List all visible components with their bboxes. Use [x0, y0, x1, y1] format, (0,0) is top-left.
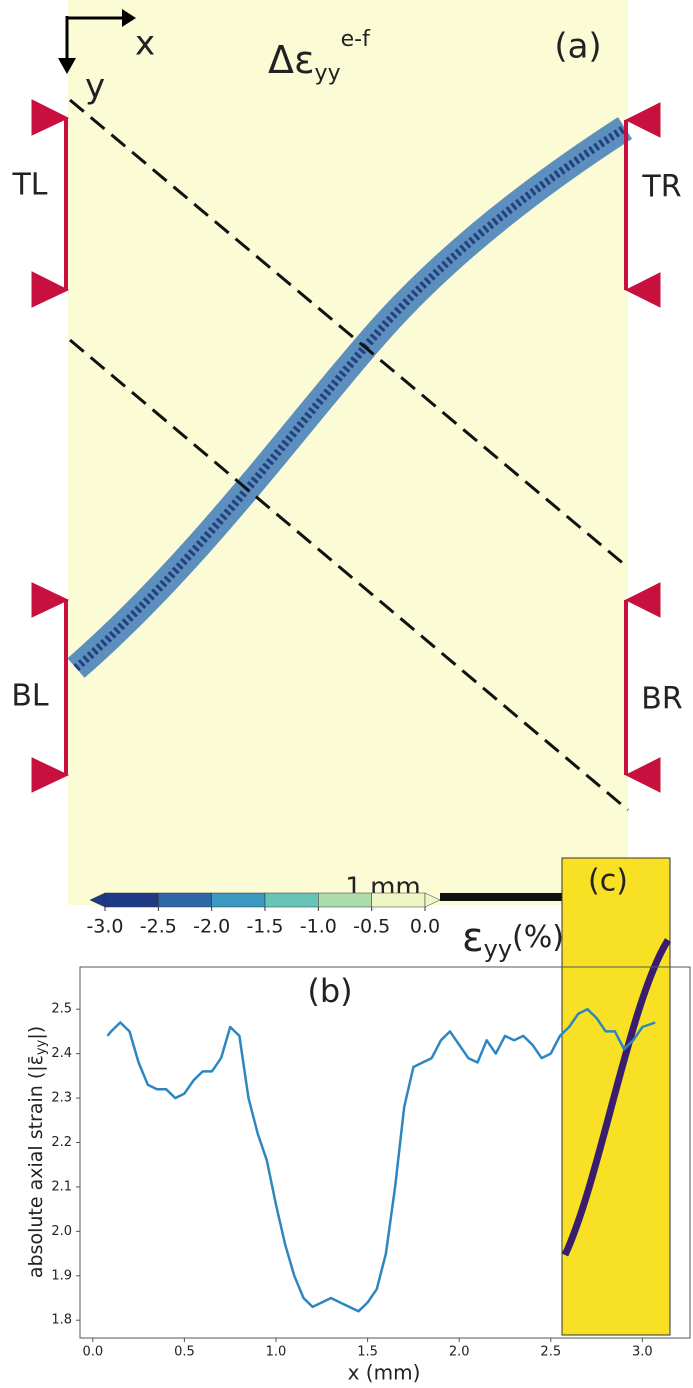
y-tick-label: 2.5 [51, 1002, 72, 1017]
colorbar-tick-label: -0.5 [353, 916, 390, 938]
axis-y-label: y [85, 67, 105, 107]
colorbar-segment [158, 893, 211, 907]
inset-label: (c) [588, 864, 628, 899]
x-tick-label: 3.0 [632, 1345, 653, 1360]
y-axis-label-end: |) [25, 1026, 47, 1040]
x-tick-label: 2.5 [540, 1345, 561, 1360]
colorbar-tick-label: -1.5 [246, 916, 283, 938]
marker-label: BR [641, 682, 682, 717]
x-tick-label: 0.0 [82, 1345, 103, 1360]
panel-label: (b) [307, 972, 352, 1010]
axis-x-label: x [135, 24, 155, 64]
colorbar-segment [212, 893, 265, 907]
figure: x y Δεyye-f (a) TL TR BL BR 1 mm εyy(%) … [0, 0, 693, 1388]
colorbar-tick-label: 0.0 [410, 916, 440, 938]
colorbar-tick-label: -2.5 [140, 916, 177, 938]
y-tick-label: 1.9 [51, 1268, 72, 1283]
marker-label: BL [11, 679, 49, 714]
x-tick-label: 0.5 [174, 1345, 195, 1360]
x-tick-label: 1.5 [357, 1345, 378, 1360]
y-axis-label-main: absolute axial strain (|ε̄ [25, 1055, 47, 1278]
colorbar-segment [372, 893, 425, 907]
x-tick-label: 1.0 [266, 1345, 287, 1360]
y-tick-label: 2.0 [51, 1224, 72, 1239]
marker-label: TR [641, 170, 681, 205]
y-tick-label: 2.1 [51, 1179, 72, 1194]
panel-label: (a) [554, 27, 601, 67]
strain-map [68, 0, 628, 905]
y-tick-label: 1.8 [51, 1313, 72, 1328]
colorbar-label: εyy(%) [462, 915, 564, 963]
y-tick-label: 2.2 [51, 1135, 72, 1150]
colorbar-segment [318, 893, 371, 907]
colorbar-tick-label: -1.0 [300, 916, 337, 938]
colorbar-tick-label: -3.0 [86, 916, 123, 938]
title-main: Δε [268, 38, 315, 82]
marker-label: TL [11, 168, 47, 203]
title-sub: yy [315, 61, 341, 86]
colorbar-label-sub: yy [484, 935, 512, 963]
y-axis-label: absolute axial strain (|ε̄yy|) [25, 1026, 49, 1278]
colorbar-segment [105, 893, 158, 907]
colorbar-label-end: (%) [512, 920, 564, 955]
colorbar-tick-label: -2.0 [193, 916, 230, 938]
colorbar-segment [265, 893, 318, 907]
x-axis-label: x (mm) [348, 1361, 421, 1385]
title-sup: e-f [341, 27, 371, 52]
x-tick-label: 2.0 [449, 1345, 470, 1360]
colorbar: -3.0 -2.5 -2.0 -1.5 -1.0 -0.5 0.0 [86, 893, 440, 938]
y-tick-label: 2.4 [51, 1046, 72, 1061]
y-tick-label: 2.3 [51, 1091, 72, 1106]
colorbar-label-main: ε [462, 915, 484, 961]
y-axis-label-sub: yy [34, 1039, 49, 1055]
